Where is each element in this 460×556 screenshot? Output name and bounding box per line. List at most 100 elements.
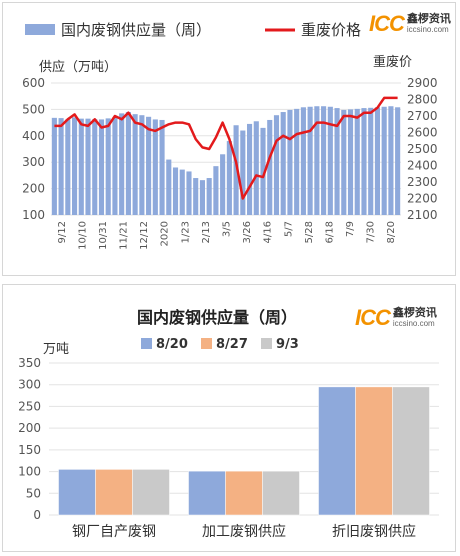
supply-bar [206,178,212,215]
logo-mark: ICC [369,11,405,36]
supply-bar [139,115,145,215]
supply-bar [199,180,205,215]
supply-bar [341,109,347,215]
x-tick-label: 11/21 [119,221,130,250]
right-tick-label: 2500 [407,142,438,156]
bar-9-3 [132,469,170,516]
bar-9-3 [262,470,300,516]
supply-bar [186,171,192,215]
bar-8-20 [188,470,226,516]
supply-bar [105,118,111,215]
supply-bar [321,106,327,215]
supply-bar [166,159,172,215]
bar-8-27 [355,386,393,516]
supply-bar [347,109,354,215]
logo-mark-2: ICC [355,305,391,330]
supply-bar [72,117,78,215]
supply-price-panel: 国内废钢供应量（周） 重废价格 供应（万吨） 重废价 100 200 300 400 500 60… [2,2,456,276]
left-tick-label: 500 [22,102,45,116]
logo-en-2: iccsino.com [392,319,435,328]
legend-swatch-9-3 [261,338,272,349]
y-tick-label: 200 [18,421,41,435]
supply-bar [92,119,98,215]
chart2-y-label: 万吨 [43,342,69,357]
category-label: 加工废钢供应 [202,523,286,540]
x-tick-label: 8/20 [386,221,397,243]
supply-bar [300,107,306,215]
supply-bar [327,106,333,215]
y-tick-label: 150 [18,443,41,457]
right-tick-label: 2900 [407,76,438,90]
supply-bar [226,141,232,215]
chart2-title: 国内废钢供应量（周） [137,308,297,327]
supply-bar [314,106,320,215]
supply-bar [58,118,64,215]
logo-en: iccsino.com [406,25,449,34]
left-axis-title: 供应（万吨） [39,59,117,75]
x-tick-label: 12/12 [139,221,150,250]
supply-bar [220,154,226,215]
x-tick-label: 5/7 [283,221,294,237]
supply-bar [146,116,152,215]
supply-bar [119,113,125,215]
x-tick-label: 5/28 [304,221,315,243]
supply-bar [85,118,91,215]
category-label: 钢厂自产废钢 [72,524,156,540]
supply-bar [112,117,118,215]
supply-bar [307,106,313,215]
supply-bar [361,108,367,215]
legend-label-9-3: 9/3 [276,337,299,352]
right-tick-label: 2300 [407,175,438,189]
x-tick-label: 4/16 [263,221,274,243]
price-line [54,96,398,200]
supply-bar [374,107,380,215]
legend-label-8-20: 8/20 [156,337,188,352]
right-tick-label: 2200 [407,192,438,206]
left-tick-label: 200 [22,182,45,196]
icc-logo-2: ICC 鑫椤资讯 iccsino.com [355,305,437,331]
supply-bar [395,107,401,215]
y-tick-label: 250 [18,399,41,413]
legend-swatch-8-27 [201,338,212,349]
x-tick-label: 9/12 [57,221,68,243]
x-tick-label: 6/18 [324,221,335,243]
right-tick-label: 2400 [407,159,438,173]
x-tick-label: 7/9 [345,221,356,237]
supply-bar [125,112,131,215]
supply-bar [334,108,340,215]
supply-bar [267,119,273,215]
supply-bar [233,125,239,215]
supply-bar [287,109,293,215]
right-tick-label: 2600 [407,126,438,140]
supply-bar [172,167,179,215]
x-tick-label: 7/30 [366,221,377,243]
supply-bar [98,119,105,215]
supply-breakdown-panel: 国内废钢供应量（周） 万吨 8/20 8/27 9/3 0 50 100 150 200 250 30… [2,284,456,552]
y-tick-label: 50 [26,486,41,500]
x-tick-label: 10/10 [77,221,88,250]
supply-bar [253,121,259,215]
y-tick-label: 350 [18,356,41,370]
supply-bar [260,127,266,215]
legend-line-label: 重废价格 [301,21,361,39]
left-tick-label: 400 [22,129,45,143]
bar-8-20 [58,469,96,516]
supply-bar [368,107,374,215]
icc-logo: ICC 鑫椤资讯 iccsino.com [369,11,451,37]
legend-bar-swatch [25,24,55,35]
x-tick-label: 1/23 [180,221,191,243]
supply-bar [273,115,280,215]
supply-bar [381,106,387,215]
left-tick-label: 100 [22,208,45,222]
supply-bar [159,119,165,215]
supply-bar [388,106,394,215]
y-tick-label: 300 [18,378,41,392]
x-tick-label: 3/26 [242,221,253,243]
y-tick-label: 100 [18,465,41,479]
x-tick-label: 2020 [160,221,171,246]
supply-bar [51,117,57,215]
supply-bar [247,123,253,215]
x-tick-label: 10/31 [98,221,109,250]
supply-bar [78,118,84,215]
left-tick-label: 600 [22,76,45,90]
